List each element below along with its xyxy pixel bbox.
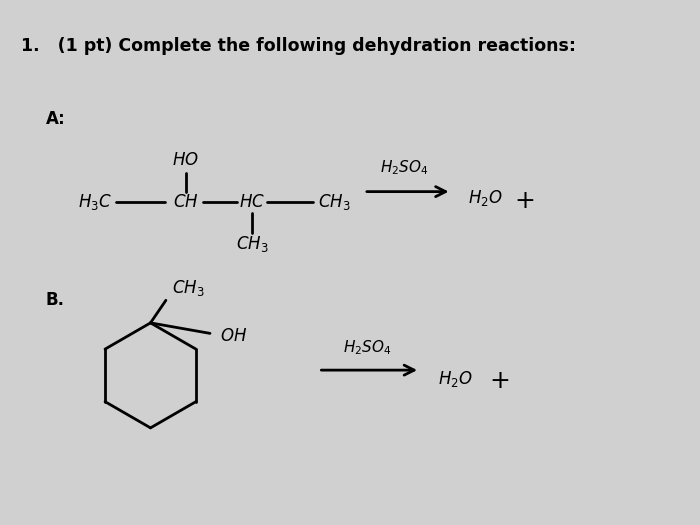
Text: $H_2O$: $H_2O$ [438, 369, 472, 389]
Text: $H_2SO_4$: $H_2SO_4$ [380, 158, 429, 177]
Text: $H_3C$: $H_3C$ [78, 192, 112, 212]
Text: $+$: $+$ [489, 369, 509, 393]
Text: $CH_3$: $CH_3$ [236, 234, 268, 254]
Text: $CH_3$: $CH_3$ [318, 192, 351, 212]
Text: B.: B. [46, 291, 64, 309]
Text: $H_2SO_4$: $H_2SO_4$ [343, 338, 392, 357]
Text: $OH$: $OH$ [220, 327, 248, 345]
Text: $HO$: $HO$ [172, 151, 199, 169]
Text: $HC$: $HC$ [239, 193, 265, 211]
Text: A:: A: [46, 110, 65, 128]
Text: $+$: $+$ [514, 188, 535, 213]
Text: $CH$: $CH$ [173, 193, 198, 211]
Text: $CH_3$: $CH_3$ [172, 278, 204, 298]
Text: $H_2O$: $H_2O$ [468, 188, 503, 208]
Text: 1.   (1 pt) Complete the following dehydration reactions:: 1. (1 pt) Complete the following dehydra… [21, 37, 576, 55]
